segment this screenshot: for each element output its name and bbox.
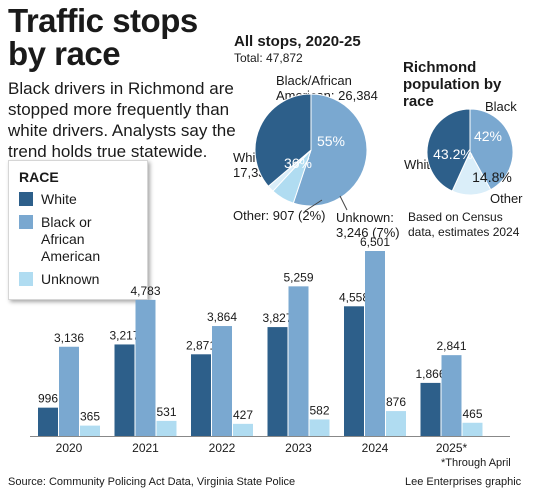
legend-swatch-white: [19, 192, 33, 206]
value-label-unknown-2021: 531: [156, 405, 176, 419]
value-label-white-2021: 3,217: [109, 328, 139, 342]
bar-black-2021: [135, 299, 156, 436]
pie-all-total: Total: 47,872: [234, 51, 303, 65]
chart-title: Traffic stops by race: [8, 2, 198, 72]
bar-black-2024: [365, 251, 385, 436]
value-label-black-2024: 6,501: [360, 235, 390, 249]
legend: RACE White Black or African American Unk…: [8, 160, 148, 300]
credit: Lee Enterprises graphic: [405, 476, 522, 488]
value-label-unknown-2025: 465: [462, 407, 482, 421]
bar-unknown-2022: [233, 423, 253, 436]
bar-unknown-2025: [462, 422, 483, 436]
pie-all-label-unknown: Unknown: 3,246 (7%): [336, 210, 400, 240]
legend-label-black: Black or African American: [41, 214, 101, 264]
category-label-2022: 2022: [209, 441, 236, 455]
value-label-unknown-2024: 876: [386, 395, 406, 409]
bar-unknown-2024: [386, 411, 406, 436]
bar-black-2020: [59, 346, 79, 436]
value-label-black-2020: 3,136: [54, 331, 84, 345]
value-label-white-2025: 1,866: [415, 367, 445, 381]
bar-white-2020: [38, 407, 58, 436]
value-label-unknown-2023: 582: [309, 403, 329, 417]
pie-richmond-label-other: Other: [490, 191, 523, 206]
category-label-2021: 2021: [132, 441, 159, 455]
value-label-black-2025: 2,841: [436, 339, 466, 353]
legend-swatch-unknown: [19, 272, 33, 286]
legend-item-black: Black or African American: [19, 214, 137, 265]
value-label-white-2020: 996: [38, 392, 58, 406]
bar-white-2022: [191, 354, 211, 436]
value-label-black-2021: 4,783: [130, 284, 160, 298]
pie-richmond-title: Richmond population by race: [403, 59, 502, 110]
value-label-black-2023: 5,259: [283, 270, 313, 284]
bar-black-2023: [288, 286, 309, 436]
legend-label-unknown: Unknown: [41, 271, 100, 287]
bar-white-2024: [344, 306, 364, 436]
category-label-2024: 2024: [362, 441, 389, 455]
legend-item-unknown: Unknown: [19, 271, 137, 288]
bar-unknown-2023: [309, 419, 330, 436]
bar-unknown-2021: [156, 420, 177, 436]
bar-white-2023: [267, 327, 288, 436]
legend-label-white: White: [41, 191, 77, 207]
category-label-2025: 2025*: [436, 441, 468, 455]
bar-white-2025: [420, 382, 441, 436]
bar-black-2022: [212, 326, 232, 436]
value-label-unknown-2020: 365: [80, 410, 100, 424]
pie-all-label-other: Other: 907 (2%): [233, 208, 326, 223]
chart-subtitle: Black drivers in Richmond are stopped mo…: [8, 79, 236, 161]
bar-white-2021: [114, 344, 135, 436]
value-label-white-2022: 2,871: [186, 338, 216, 352]
category-label-2020: 2020: [56, 441, 83, 455]
value-label-black-2022: 3,864: [207, 310, 237, 324]
value-label-white-2023: 3,827: [262, 311, 292, 325]
legend-swatch-black: [19, 215, 33, 229]
value-label-unknown-2022: 427: [233, 408, 253, 422]
legend-item-white: White: [19, 191, 137, 208]
source-note: Source: Community Policing Act Data, Vir…: [8, 476, 296, 488]
pie-all-title: All stops, 2020-25: [234, 33, 361, 50]
value-label-white-2024: 4,558: [339, 290, 369, 304]
bar-black-2025: [441, 355, 462, 436]
pie-richmond-note: Based on Census data, estimates 2024: [408, 210, 520, 239]
category-label-2023: 2023: [285, 441, 312, 455]
footnote: *Through April: [441, 457, 511, 469]
legend-title: RACE: [19, 169, 59, 185]
bar-unknown-2020: [80, 425, 100, 436]
